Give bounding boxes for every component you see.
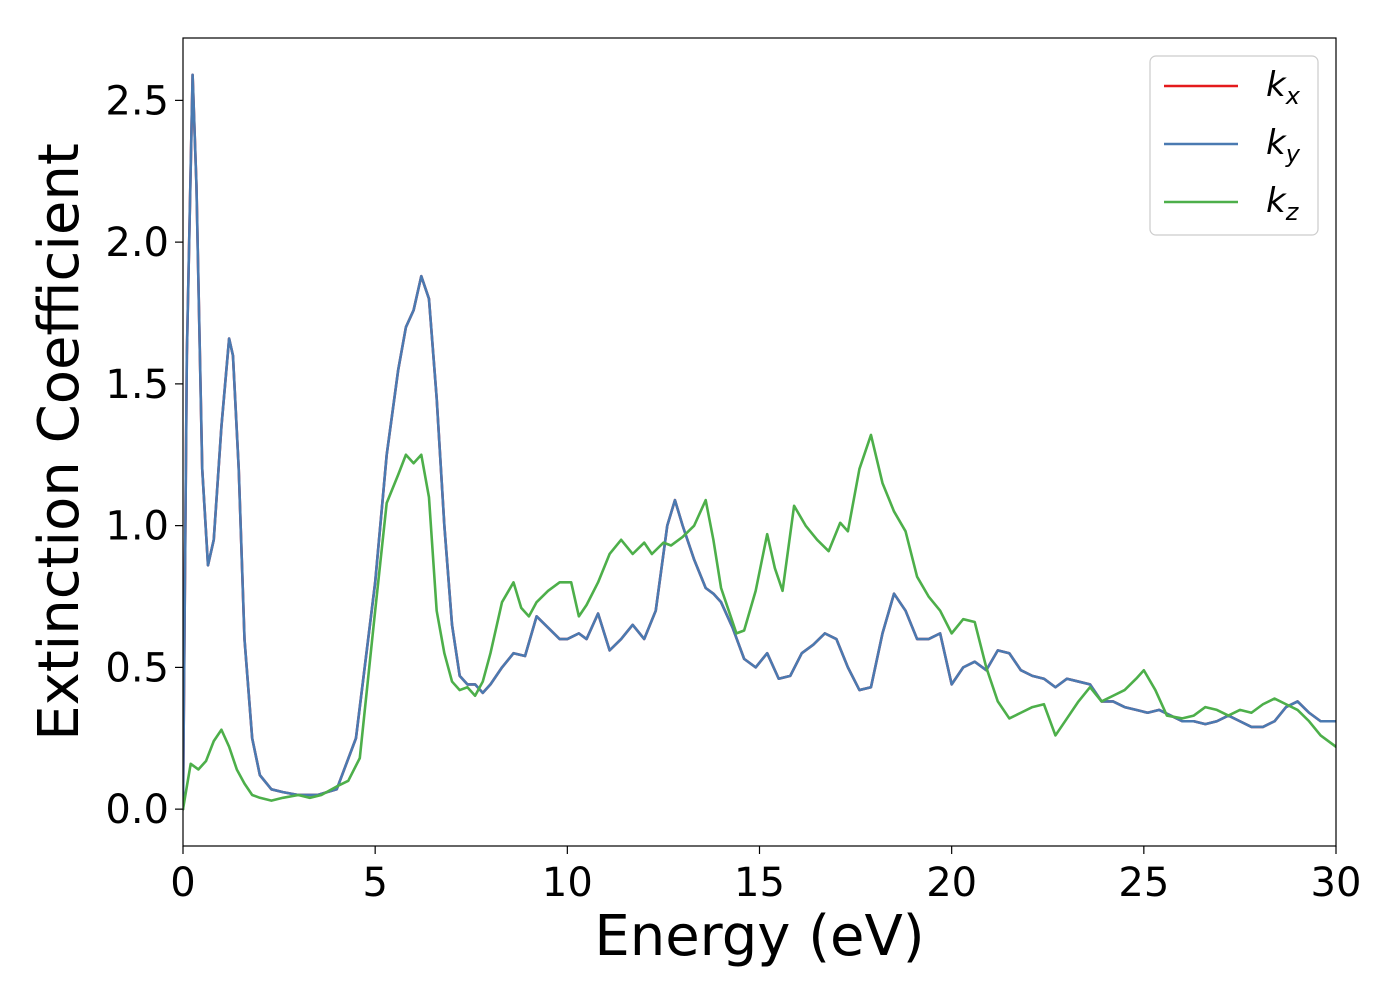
y-tick-label: 2.5 [105,78,169,124]
series-line-y [183,73,1336,811]
x-axis: 0 5 10 15 20 25 30 [170,846,1361,906]
x-tick-label: 5 [362,860,387,906]
y-axis-title: Extinction Coefficient [27,143,92,741]
legend-label-z: kz [1266,181,1300,226]
x-tick-label: 15 [734,860,785,906]
x-tick-label: 20 [926,860,977,906]
legend-label-x: kx [1266,65,1301,110]
legend: kx ky kz [1149,55,1319,236]
x-tick-label: 25 [1118,860,1169,906]
series-line-z [183,433,1336,811]
y-tick-label: 0.0 [105,787,169,833]
legend-box [1149,55,1319,236]
x-tick-label: 30 [1311,860,1362,906]
y-tick-label: 1.5 [105,362,169,408]
y-tick-label: 1.0 [105,504,169,550]
y-axis: 0.0 0.5 1.0 1.5 2.0 2.5 [105,78,183,833]
legend-label-y: ky [1266,123,1301,168]
y-tick-label: 0.5 [105,645,169,691]
series-group [183,73,1336,811]
x-axis-title: Energy (eV) [594,904,924,969]
x-tick-label: 0 [170,860,195,906]
y-tick-label: 2.0 [105,220,169,266]
x-tick-label: 10 [542,860,593,906]
